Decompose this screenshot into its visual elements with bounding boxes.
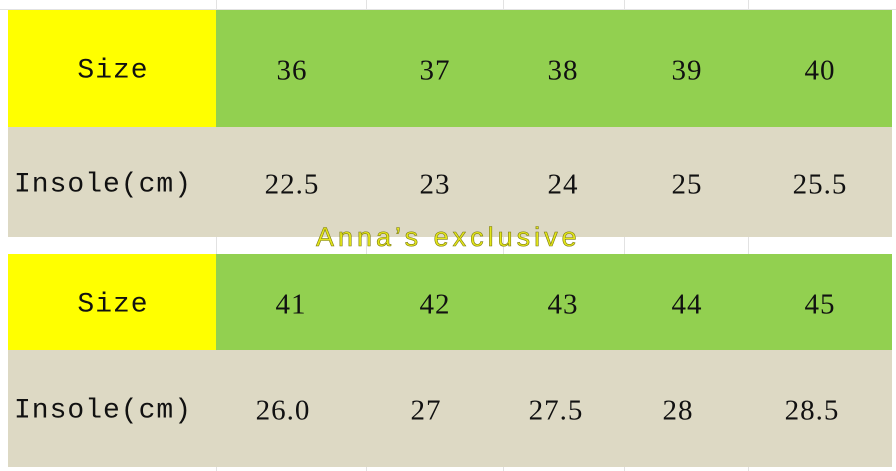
size-label: Size xyxy=(77,55,149,87)
size-label-cell xyxy=(8,254,216,350)
size-value: 40 xyxy=(804,54,836,87)
size-value: 38 xyxy=(547,54,579,87)
size-label-cell xyxy=(8,10,216,127)
size-value: 44 xyxy=(671,288,703,321)
watermark: Anna’s exclusive xyxy=(316,222,581,253)
insole-value: 27.5 xyxy=(528,394,584,427)
insole-value: 26.0 xyxy=(255,394,311,427)
insole-value: 28.5 xyxy=(784,394,840,427)
insole-value: 25.5 xyxy=(792,168,848,201)
size-value: 36 xyxy=(276,54,308,87)
gridline xyxy=(0,9,896,10)
insole-value: 23 xyxy=(419,168,451,201)
insole-value: 27 xyxy=(410,394,442,427)
size-value: 39 xyxy=(671,54,703,87)
size-label: Size xyxy=(77,289,149,321)
insole-value: 22.5 xyxy=(264,168,320,201)
size-value: 41 xyxy=(275,288,307,321)
insole-label: Insole(cm) xyxy=(13,395,193,427)
insole-row xyxy=(8,127,892,237)
insole-value: 25 xyxy=(671,168,703,201)
insole-value: 28 xyxy=(662,394,694,427)
size-row xyxy=(216,10,892,127)
size-value: 43 xyxy=(547,288,579,321)
insole-label: Insole(cm) xyxy=(13,169,193,201)
size-value: 42 xyxy=(419,288,451,321)
size-row xyxy=(216,254,892,350)
size-value: 45 xyxy=(804,288,836,321)
insole-row xyxy=(8,350,892,467)
insole-value: 24 xyxy=(547,168,579,201)
size-value: 37 xyxy=(419,54,451,87)
